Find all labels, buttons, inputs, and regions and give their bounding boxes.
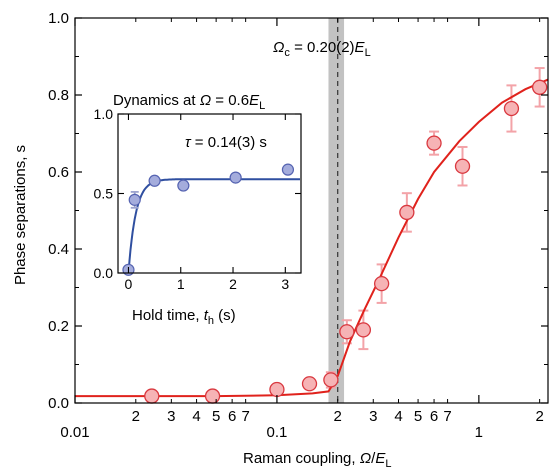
x-minor-label-11: 7 — [443, 408, 451, 425]
y-tick-label-5: 1.0 — [48, 10, 69, 27]
inset-background — [118, 114, 301, 273]
data-point-7 — [373, 275, 390, 292]
inset-y-tick-label-2: 1.0 — [94, 106, 114, 122]
data-point-2 — [269, 381, 285, 398]
inset-x-tick-label-1: 1 — [177, 276, 185, 292]
x-minor-label-8: 4 — [394, 408, 402, 425]
y-tick-label-3: 0.6 — [48, 164, 69, 181]
x-minor-label-6: 2 — [334, 408, 342, 425]
data-point-0 — [144, 388, 160, 404]
y-tick-label-2: 0.4 — [48, 241, 69, 258]
data-point-5 — [339, 324, 355, 340]
x-minor-label-10: 6 — [430, 408, 438, 425]
x-minor-label-4: 6 — [228, 408, 236, 425]
inset-x-axis-label: Hold time, th (s) — [132, 307, 236, 327]
main-data-points — [144, 79, 548, 404]
main-axes: 0.00.20.40.60.81.00.01 0.1 12 3 4 5 6 7 2 3 4 5 6 7 2 — [48, 10, 549, 441]
data-point-10 — [454, 158, 471, 174]
inset-data-point-3 — [177, 179, 190, 192]
x-minor-label-3: 5 — [212, 408, 220, 425]
main-x-axis-label: Raman coupling, Ω/EL — [243, 450, 391, 470]
inset-x-tick-label-2: 2 — [229, 276, 237, 292]
main-y-axis-label: Phase separations, s — [12, 145, 29, 285]
y-tick-label-1: 0.2 — [48, 318, 69, 335]
inset-axes: 0.0 0.5 1.0 0 1 2 3 — [94, 106, 302, 292]
x-minor-label-7: 3 — [369, 408, 377, 425]
x-minor-label-2: 4 — [192, 408, 200, 425]
x-minor-label-5: 7 — [241, 408, 249, 425]
inset-data-point-1 — [128, 193, 141, 206]
data-point-9 — [426, 135, 442, 151]
inset-title: Dynamics at Ω = 0.6EL — [113, 92, 265, 112]
data-point-12 — [531, 79, 548, 95]
x-minor-label-1: 3 — [167, 408, 175, 425]
y-tick-label-4: 0.8 — [48, 87, 69, 104]
x-minor-label-9: 5 — [414, 408, 422, 425]
x-tick-label-0: 0.01 — [60, 424, 89, 441]
inset-tau-annotation: τ = 0.14(3) s — [185, 134, 267, 151]
inset-y-tick-label-0: 0.0 — [94, 265, 114, 281]
inset-data-point-4 — [229, 171, 242, 184]
data-point-6 — [355, 322, 372, 338]
inset-y-tick-label-1: 0.5 — [94, 186, 114, 202]
x-minor-label-0: 2 — [132, 408, 140, 425]
inset-x-tick-label-3: 3 — [281, 276, 289, 292]
inset-fit-curve — [118, 114, 301, 274]
inset-data-point-2 — [148, 174, 161, 187]
inset-x-tick-label-0: 0 — [125, 276, 133, 292]
x-tick-label-1: 0.1 — [266, 424, 287, 441]
data-point-11 — [503, 100, 520, 117]
data-point-3 — [301, 376, 318, 392]
data-point-8 — [399, 204, 415, 221]
data-point-4 — [323, 372, 339, 388]
critical-coupling-label: Ωc = 0.20(2)EL — [273, 39, 371, 59]
x-tick-label-2: 1 — [475, 424, 483, 441]
inset-data-point-5 — [281, 163, 295, 176]
x-minor-label-12: 2 — [535, 408, 543, 425]
data-point-1 — [204, 388, 221, 404]
critical-band — [328, 18, 345, 403]
y-tick-label-0: 0.0 — [48, 395, 69, 412]
critical-shaded-band — [328, 18, 345, 403]
